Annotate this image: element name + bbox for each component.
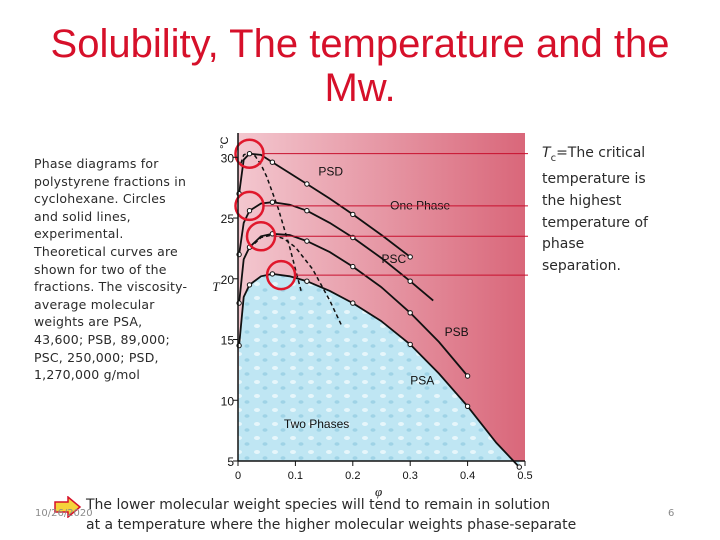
data-point — [350, 300, 356, 306]
y-tick-label: 15 — [221, 334, 235, 348]
data-point — [246, 208, 253, 214]
data-point — [407, 310, 413, 316]
data-point — [304, 181, 310, 187]
x-axis-label: φ — [375, 484, 382, 499]
x-tick-label: 0.5 — [517, 470, 532, 482]
two-phases-label: Two Phases — [284, 417, 349, 431]
data-point — [350, 211, 356, 218]
x-tick-label: 0.1 — [288, 470, 303, 482]
theory-curve-psb-theory — [248, 234, 342, 326]
slide-title: Solubility, The temperature and the Mw. — [50, 22, 670, 110]
y-axis-label: T — [212, 279, 220, 294]
y-tick-label: 10 — [221, 394, 235, 408]
y-tick-label: 25 — [221, 212, 235, 226]
x-tick-label: 0.4 — [460, 470, 475, 482]
series-line-psa — [238, 272, 520, 468]
series-label-psd: PSD — [318, 165, 343, 179]
critical-temperature-note: Tc=The critical temperature is the highe… — [542, 143, 652, 277]
series-label-psc: PSC — [382, 252, 407, 266]
y-tick-label: 5 — [227, 455, 234, 469]
tc-symbol: T — [542, 145, 551, 161]
y-tick-label: 20 — [221, 273, 235, 287]
series-line-psd — [238, 152, 411, 258]
data-point — [407, 278, 413, 284]
data-point — [350, 263, 356, 270]
tc-subscript: c — [550, 152, 557, 164]
bottom-line-1: The lower molecular weight species will … — [86, 497, 551, 513]
x-tick-label: 0.3 — [403, 470, 418, 482]
data-point — [464, 403, 471, 409]
slide-date: 10/26/2020 — [35, 508, 93, 519]
y-axis-unit: °C — [219, 136, 231, 148]
y-tick-label: 30 — [221, 151, 235, 165]
data-point — [246, 282, 253, 288]
data-point — [304, 208, 310, 214]
arrow-bullet-icon — [54, 496, 82, 518]
x-tick-label: 0.2 — [345, 470, 360, 482]
bottom-statement: The lower molecular weight species will … — [86, 495, 646, 535]
series-label-psb: PSB — [445, 325, 469, 339]
bottom-line-2: at a temperature where the higher molecu… — [86, 517, 577, 533]
two-phase-region — [238, 273, 520, 468]
data-point — [269, 199, 276, 205]
data-point — [464, 373, 471, 379]
series-label-psa: PSA — [410, 373, 434, 387]
data-point — [407, 341, 413, 348]
page-number: 6 — [668, 508, 675, 519]
data-point — [407, 254, 413, 260]
tc-definition: =The critical temperature is the highest… — [542, 145, 648, 274]
data-point — [246, 151, 253, 157]
data-point — [304, 278, 310, 284]
data-point — [269, 271, 276, 277]
x-tick-label: 0 — [235, 470, 241, 482]
data-point — [516, 464, 522, 470]
figure-caption: Phase diagrams for polystyrene fractions… — [34, 156, 188, 383]
data-point — [269, 159, 276, 165]
data-point — [304, 238, 310, 244]
